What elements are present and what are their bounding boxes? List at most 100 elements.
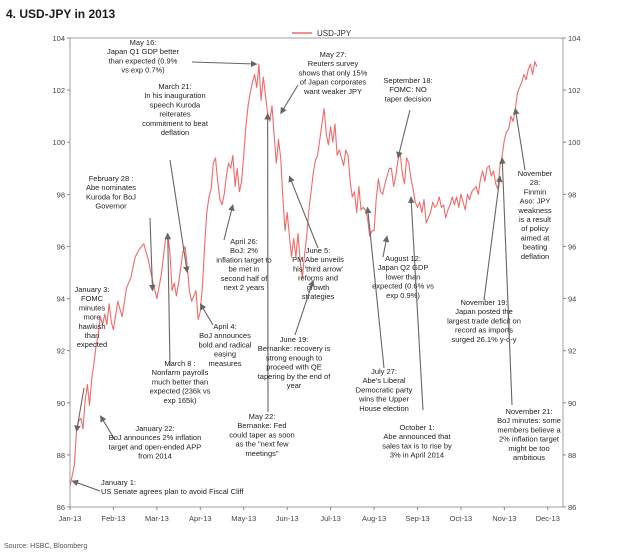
- annotation-text: August 12:: [385, 254, 421, 263]
- annotation-text: Aso: JPY: [520, 197, 551, 206]
- annotation-jan3: January 3:FOMCminutesmorehawkishthanexpe…: [74, 285, 110, 433]
- annotation-jan22: January 22:BoJ announces 2% inflationtar…: [99, 415, 201, 461]
- annotation-text: Abe nominates: [86, 183, 136, 192]
- annotation-jan1: January 1:US Senate agrees plan to avoid…: [71, 478, 244, 496]
- annotation-text: next 2 years: [224, 283, 265, 292]
- annotation-text: growth: [307, 283, 330, 292]
- annotation-text: than: [85, 331, 100, 340]
- annotation-text: FOMC: NO: [389, 85, 427, 94]
- annotation-text: exp 0.9%): [386, 291, 420, 300]
- annotation-text: Abe announced that: [383, 432, 451, 441]
- y-tick-label-left: 100: [52, 138, 65, 147]
- annotation-text: meetings": [245, 449, 278, 458]
- annotation-text: might be too: [508, 444, 549, 453]
- annotation-text: April 26:: [230, 237, 258, 246]
- annotation-text: November: [518, 169, 553, 178]
- annotation-text: 2% inflation target: [499, 435, 560, 444]
- y-tick-label-right: 94: [568, 295, 576, 304]
- annotation-text: deflation: [521, 252, 549, 261]
- x-tick-label: Mar-13: [145, 514, 169, 523]
- x-tick-label: Apr-13: [189, 514, 212, 523]
- annotation-text: his 'third arrow': [293, 264, 344, 273]
- annotation-text: May 22:: [249, 412, 276, 421]
- annotation-text: Japan Q2 GDP: [378, 263, 429, 272]
- annotation-text: September 18:: [383, 76, 432, 85]
- annotation-arrow: [149, 217, 156, 292]
- annotation-text: aimed at: [521, 233, 551, 242]
- annotation-text: Democratic party: [356, 385, 413, 394]
- y-tick-label-right: 90: [568, 399, 576, 408]
- annotation-text: May 27:: [320, 50, 347, 59]
- annotation-text: second half of: [221, 274, 269, 283]
- annotation-text: taper decision: [385, 94, 432, 103]
- annotation-text: expected (0.6% vs: [372, 282, 434, 291]
- annotation-text: July 27:: [371, 367, 397, 376]
- x-tick-label: Jan-13: [59, 514, 82, 523]
- annotation-text: PM Abe unveils: [292, 255, 344, 264]
- annotation-text: BoJ minutes: some: [497, 416, 561, 425]
- annotation-text: 3% in April 2014: [390, 451, 444, 460]
- annotation-text: largest trade deficit on: [447, 316, 521, 325]
- annotation-arrow: [294, 279, 315, 336]
- annotation-text: year: [287, 381, 302, 390]
- y-tick-label-left: 102: [52, 86, 65, 95]
- annotation-arrow: [199, 303, 214, 326]
- annotation-text: November 19:: [460, 298, 507, 307]
- annotation-text: bold and radical: [199, 340, 252, 349]
- y-tick-label-right: 92: [568, 347, 576, 356]
- annotation-text: as the "next few: [235, 440, 289, 449]
- annotation-text: measures: [209, 359, 242, 368]
- annotation-text: strategies: [302, 292, 335, 301]
- annotation-text: deflation: [161, 128, 189, 137]
- annotation-text: weakness: [517, 206, 552, 215]
- annotation-text: Kuroda for BoJ: [86, 192, 136, 201]
- x-tick-label: Jul-13: [320, 514, 340, 523]
- annotation-text: shows that only 15%: [299, 68, 368, 77]
- x-tick-label: Sep-13: [405, 514, 429, 523]
- annotation-text: more: [83, 313, 100, 322]
- annotation-text: record as imports: [455, 326, 513, 335]
- annotation-text: BoJ announces: [199, 331, 251, 340]
- annotation-arrow: [191, 60, 258, 68]
- annotation-arrow: [396, 109, 411, 159]
- annotation-text: US Senate agrees plan to avoid Fiscal Cl…: [101, 487, 244, 496]
- annotation-text: expected: [77, 340, 107, 349]
- y-tick-label-left: 98: [57, 190, 65, 199]
- x-tick-label: Nov-13: [492, 514, 516, 523]
- annotation-text: January 22:: [135, 424, 174, 433]
- annotation-text: Bernanke: Fed: [237, 421, 286, 430]
- annotation-text: February 28 :: [89, 174, 134, 183]
- x-tick-label: May-13: [231, 514, 256, 523]
- y-tick-label-right: 98: [568, 190, 576, 199]
- annotation-arrow: [74, 387, 85, 433]
- annotation-text: May 16:: [130, 38, 157, 47]
- annotation-arrow: [499, 157, 513, 406]
- annotation-text: 28:: [530, 178, 540, 187]
- annotation-text: strong enough to: [266, 353, 322, 362]
- y-tick-label-right: 88: [568, 451, 576, 460]
- annotation-text: Governor: [95, 202, 127, 211]
- y-tick-label-left: 104: [52, 34, 65, 43]
- annotation-arrow: [364, 206, 385, 369]
- annotation-text: of policy: [521, 224, 549, 233]
- y-tick-label-right: 100: [568, 138, 581, 147]
- chart-title: 4. USD-JPY in 2013: [6, 7, 115, 21]
- y-tick-label-left: 88: [57, 451, 65, 460]
- annotation-text: hawkish: [78, 322, 105, 331]
- annotation-text: June 19:: [280, 335, 309, 344]
- y-tick-label-left: 96: [57, 242, 65, 251]
- annotation-text: of Japan corporates: [300, 78, 367, 87]
- annotation-text: could taper as soon: [229, 430, 294, 439]
- annotation-text: from 2014: [138, 452, 172, 461]
